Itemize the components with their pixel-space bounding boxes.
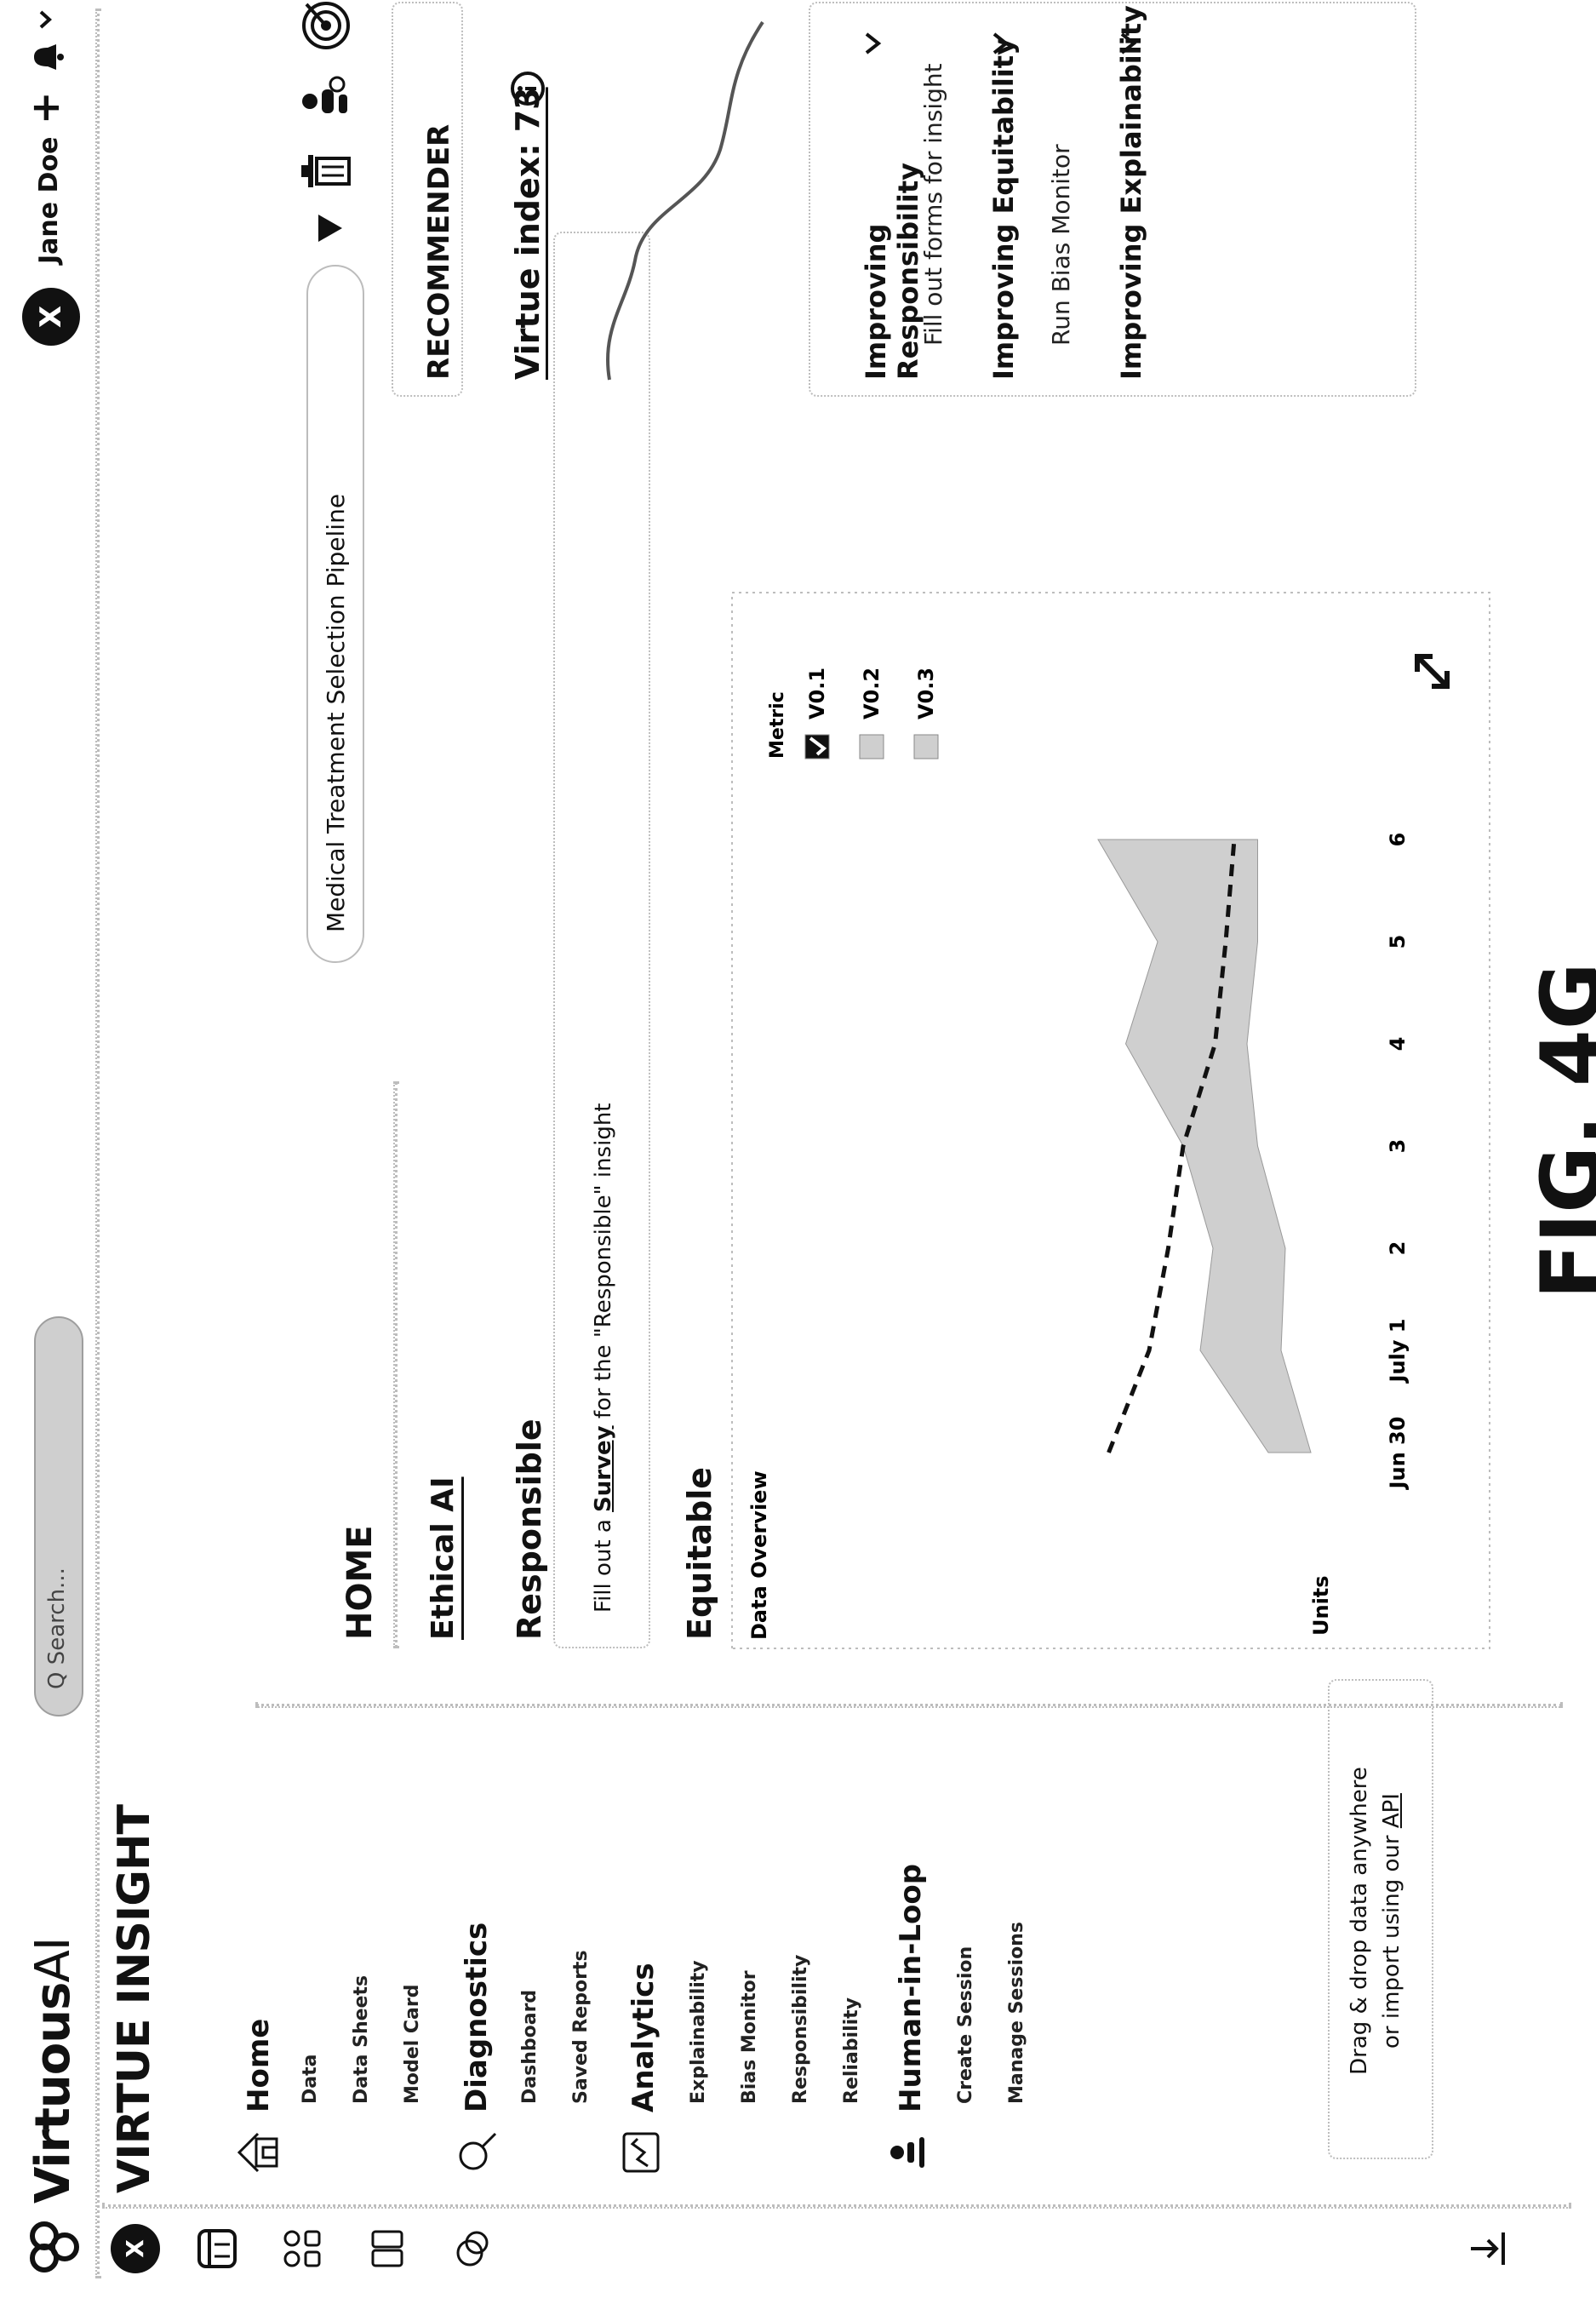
- x-tick-label: 3: [1386, 1139, 1410, 1154]
- brand-name-bold: Virtuous: [26, 1982, 81, 2204]
- x-tick-label: July 1: [1386, 1319, 1410, 1384]
- chevron-down-icon[interactable]: [34, 9, 56, 31]
- sidebar-item-responsibility[interactable]: Responsibility: [790, 1954, 811, 2104]
- rec-item-responsibility[interactable]: Improving Responsibility: [860, 162, 924, 380]
- sidebar-item-explainability[interactable]: Explainability: [688, 1960, 709, 2104]
- drop-box: [1328, 1679, 1433, 2159]
- legend-label: V0.1: [805, 668, 829, 719]
- rec-item-explainability[interactable]: Improving Explainability: [1115, 5, 1147, 380]
- book-icon[interactable]: [366, 2227, 409, 2270]
- pipeline-selected: Medical Treatment Selection Pipeline: [322, 493, 350, 932]
- x-tick-label: 4: [1386, 1037, 1410, 1052]
- users-icon[interactable]: [300, 72, 352, 120]
- chart-frame: [731, 592, 1490, 1649]
- legend-title: Metric: [767, 691, 788, 759]
- legend-label: V0.2: [860, 668, 884, 719]
- dropdown-arrow-icon[interactable]: [317, 213, 344, 244]
- user-avatar[interactable]: X: [22, 288, 80, 346]
- chevron-down-icon[interactable]: [987, 31, 1013, 56]
- page-title: HOME: [340, 1525, 380, 1640]
- sidebar-item-analytics[interactable]: Analytics: [626, 1963, 661, 2112]
- virtue-trend-line: [606, 20, 764, 381]
- responsible-box: [553, 232, 650, 1648]
- bell-icon[interactable]: [31, 41, 65, 73]
- search-icon: [459, 2132, 497, 2170]
- shapes-icon[interactable]: [281, 2227, 323, 2270]
- legend-checkbox[interactable]: [804, 734, 830, 759]
- exit-icon[interactable]: [1464, 2224, 1513, 2273]
- target-icon[interactable]: [300, 0, 352, 52]
- sidebar-item-reliability[interactable]: Reliability: [841, 1997, 862, 2104]
- virtue-index: Virtue index: 73: [509, 87, 546, 380]
- equitable-title: Equitable: [681, 1466, 718, 1640]
- sidebar-item-home[interactable]: Home: [242, 2018, 276, 2112]
- analytics-icon: [622, 2132, 660, 2173]
- x-tick-label: 6: [1386, 833, 1410, 847]
- expand-icon[interactable]: [1415, 654, 1450, 689]
- recommender-title: RECOMMENDER: [422, 123, 456, 380]
- rec-sub-forms[interactable]: Fill out forms for insight: [919, 63, 947, 346]
- trash-icon[interactable]: [300, 150, 352, 192]
- add-button[interactable]: +: [22, 91, 68, 124]
- sidebar-item-dashboard[interactable]: Dashboard: [519, 1989, 541, 2104]
- x-tick-label: 5: [1386, 935, 1410, 949]
- brand-name-light: AI: [26, 1937, 81, 1983]
- brand-logo-icon: [30, 2221, 79, 2272]
- brand-name[interactable]: VirtuousAI: [26, 1938, 81, 2204]
- sidebar-item-data[interactable]: Data: [300, 2054, 321, 2104]
- rail-divider: [102, 2204, 1571, 2209]
- chevron-down-icon[interactable]: [860, 31, 885, 56]
- legend-checkbox[interactable]: [913, 734, 939, 759]
- trend-line-v01: [1107, 839, 1237, 1453]
- sidebar-item-create-session[interactable]: Create Session: [955, 1946, 976, 2104]
- sidebar-item-human-in-loop[interactable]: Human-in-Loop: [894, 1863, 928, 2112]
- rec-sub-bias-monitor[interactable]: Run Bias Monitor: [1047, 144, 1075, 346]
- sidebar-item-data-sheets[interactable]: Data Sheets: [351, 1974, 372, 2104]
- pipeline-select[interactable]: Medical Treatment Selection Pipeline: [306, 265, 364, 963]
- sidebar-item-saved-reports[interactable]: Saved Reports: [570, 1950, 592, 2104]
- title-divider: [393, 1081, 398, 1648]
- section-title[interactable]: Ethical AI: [426, 1476, 460, 1640]
- chat-icon[interactable]: [451, 2227, 494, 2270]
- user-name[interactable]: Jane Doe: [34, 136, 64, 264]
- sidebar-item-manage-sessions[interactable]: Manage Sessions: [1006, 1922, 1027, 2104]
- confidence-band: [1097, 839, 1312, 1453]
- header-divider: [95, 9, 100, 2278]
- search-input[interactable]: Q Search...: [34, 1316, 83, 1717]
- chart-title: Data Overview: [747, 1470, 771, 1640]
- responsible-title: Responsible: [511, 1419, 548, 1640]
- figure-label: FIG. 4G: [1524, 962, 1596, 1299]
- sidebar-item-bias-monitor[interactable]: Bias Monitor: [739, 1970, 760, 2104]
- search-placeholder: Q Search...: [44, 1568, 70, 1689]
- sidebar-item-diagnostics[interactable]: Diagnostics: [460, 1922, 494, 2112]
- x-tick-label: Jun 30: [1386, 1417, 1410, 1491]
- app-title: VIRTUE INSIGHT: [109, 1805, 160, 2193]
- x-tick-label: 2: [1386, 1241, 1410, 1256]
- check-icon: [809, 736, 827, 756]
- legend-checkbox[interactable]: [859, 734, 884, 759]
- chevron-down-icon[interactable]: [1115, 31, 1141, 56]
- rail-avatar[interactable]: X: [111, 2224, 160, 2273]
- calendar-icon[interactable]: [196, 2227, 238, 2270]
- legend-label: V0.3: [914, 668, 938, 719]
- rec-item-equitability[interactable]: Improving Equitability: [987, 37, 1020, 380]
- sidebar-item-model-card[interactable]: Model Card: [402, 1984, 423, 2104]
- chart-ylabel: Units: [1309, 1575, 1333, 1636]
- home-icon: [237, 2132, 278, 2173]
- info-icon[interactable]: [509, 70, 546, 107]
- person-icon: [890, 2137, 924, 2168]
